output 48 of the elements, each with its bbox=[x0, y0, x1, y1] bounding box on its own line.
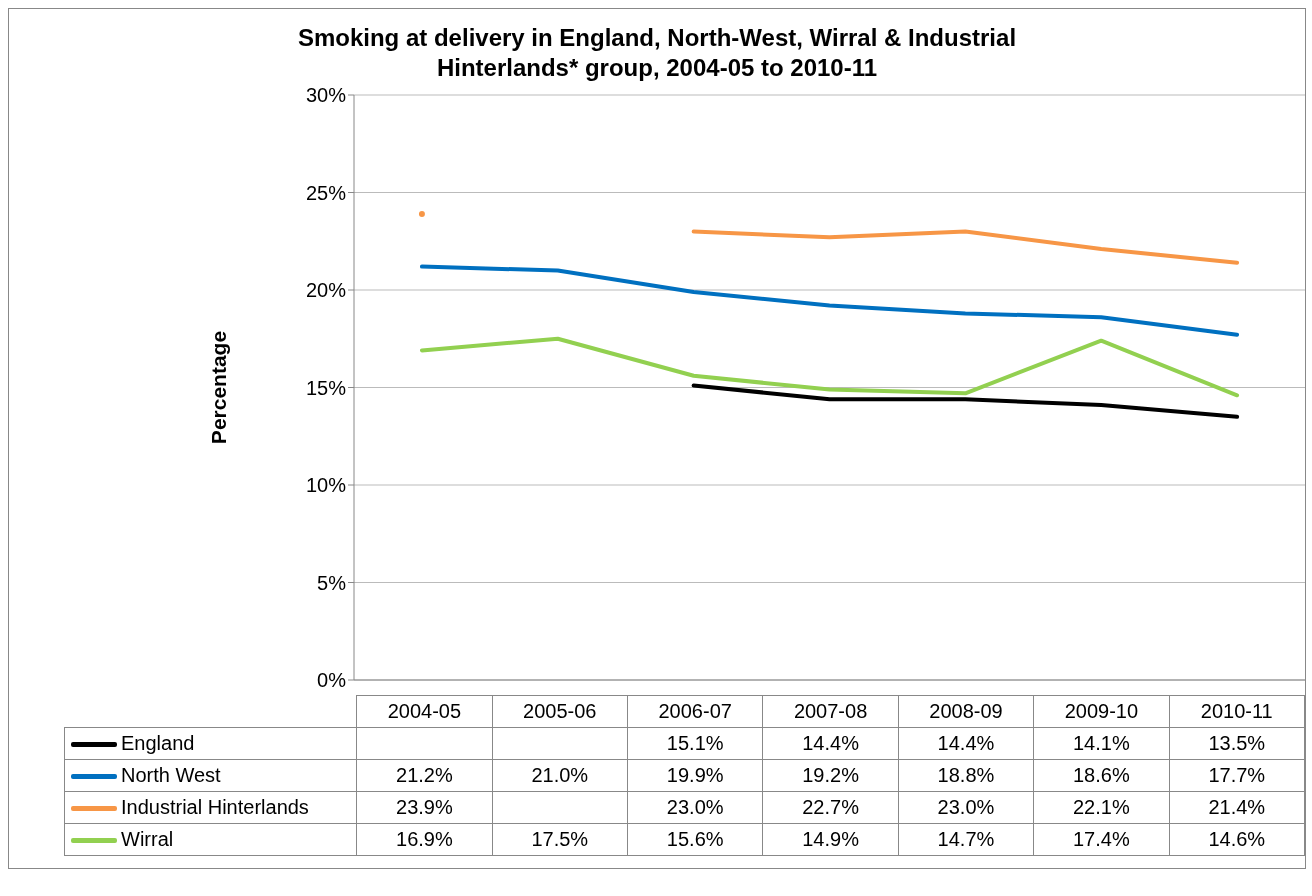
data-label: 18.8% bbox=[898, 759, 1034, 792]
legend-label: North West bbox=[64, 759, 357, 792]
data-label: 14.4% bbox=[762, 727, 899, 760]
line-series bbox=[419, 336, 1240, 398]
x-tick-label: 2006-07 bbox=[627, 695, 763, 728]
data-label: 23.0% bbox=[627, 791, 763, 824]
data-label: 21.4% bbox=[1169, 791, 1305, 824]
data-label: 22.7% bbox=[762, 791, 899, 824]
legend-label: Industrial Hinterlands bbox=[64, 791, 357, 824]
y-tick-label: 20% bbox=[305, 279, 347, 302]
data-label: 21.0% bbox=[492, 759, 628, 792]
x-tick-label: 2009-10 bbox=[1033, 695, 1170, 728]
data-label: 14.7% bbox=[898, 823, 1034, 856]
data-label: 14.6% bbox=[1169, 823, 1305, 856]
data-label: 14.9% bbox=[762, 823, 899, 856]
x-tick-label: 2007-08 bbox=[762, 695, 899, 728]
x-tick-label: 2005-06 bbox=[492, 695, 628, 728]
line-series bbox=[419, 264, 1240, 337]
data-label: 14.1% bbox=[1033, 727, 1170, 760]
x-tick-label: 2010-11 bbox=[1169, 695, 1305, 728]
data-label: 23.0% bbox=[898, 791, 1034, 824]
x-tick-label: 2004-05 bbox=[356, 695, 493, 728]
y-tick-label: 0% bbox=[317, 669, 347, 692]
line-series bbox=[691, 383, 1240, 419]
y-tick-label: 10% bbox=[305, 474, 347, 497]
data-label: 15.6% bbox=[627, 823, 763, 856]
data-label: 19.2% bbox=[762, 759, 899, 792]
data-label: 14.4% bbox=[898, 727, 1034, 760]
data-label: 17.7% bbox=[1169, 759, 1305, 792]
data-label: 17.4% bbox=[1033, 823, 1170, 856]
data-label: 15.1% bbox=[627, 727, 763, 760]
x-tick-label: 2008-09 bbox=[898, 695, 1034, 728]
y-tick-label: 25% bbox=[305, 181, 347, 204]
y-tick-label: 15% bbox=[305, 376, 347, 399]
y-axis-title: Percentage bbox=[207, 330, 231, 445]
legend-label: Wirral bbox=[64, 823, 357, 856]
legend-label: England bbox=[64, 727, 357, 760]
data-label: 21.2% bbox=[356, 759, 493, 792]
data-label: 13.5% bbox=[1169, 727, 1305, 760]
y-tick-label: 30% bbox=[305, 84, 347, 107]
chart-title: Smoking at delivery in England, North-West, Wirral & Industrial Hinterlands* group, 2004-05 to 2010-11 bbox=[296, 23, 1018, 83]
data-label: 17.5% bbox=[492, 823, 628, 856]
data-label: 19.9% bbox=[627, 759, 763, 792]
data-label: 22.1% bbox=[1033, 791, 1170, 824]
y-tick-label: 5% bbox=[317, 571, 347, 594]
data-label: 16.9% bbox=[356, 823, 493, 856]
data-label: 18.6% bbox=[1033, 759, 1170, 792]
data-label: 23.9% bbox=[356, 791, 493, 824]
